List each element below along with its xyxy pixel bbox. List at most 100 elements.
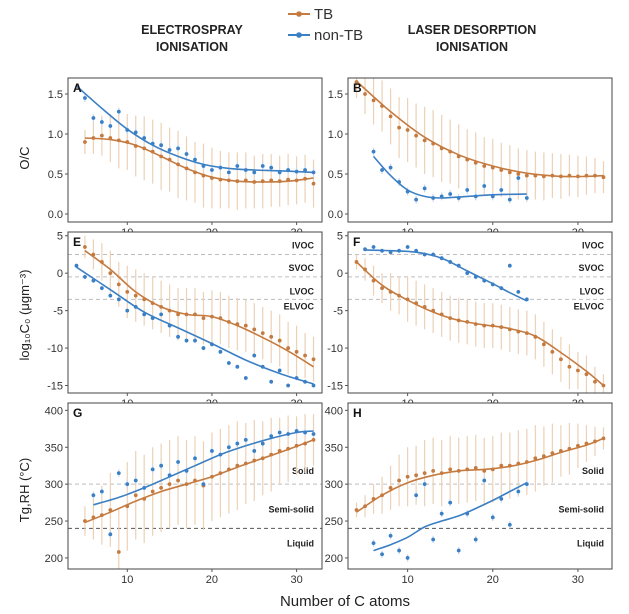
- data-point-tb: [363, 92, 367, 96]
- data-point-tb: [83, 519, 87, 523]
- data-point-nontb: [142, 485, 147, 490]
- data-point-nontb: [142, 136, 147, 140]
- data-point-tb: [260, 456, 265, 461]
- data-point-tb: [584, 173, 589, 178]
- data-point-nontb: [448, 500, 453, 505]
- data-point-nontb: [125, 482, 130, 487]
- data-point-tb: [184, 482, 189, 487]
- data-point-nontb: [303, 379, 307, 384]
- data-point-nontb: [91, 493, 96, 498]
- data-point-tb: [465, 319, 470, 324]
- series-tb-marks: [354, 80, 606, 180]
- data-point-nontb: [507, 197, 512, 202]
- data-point-nontb: [277, 368, 282, 373]
- data-point-tb: [218, 471, 223, 475]
- data-point-nontb: [448, 260, 453, 264]
- data-point-nontb: [524, 482, 529, 487]
- data-point-nontb: [303, 168, 307, 172]
- data-point-tb: [133, 144, 138, 148]
- data-point-tb: [167, 157, 172, 162]
- data-point-nontb: [303, 430, 307, 435]
- data-point-tb: [533, 456, 538, 461]
- data-point-tb: [354, 260, 359, 264]
- data-point-nontb: [286, 168, 291, 172]
- reference-label-lvoc: LVOC: [290, 286, 315, 296]
- data-point-tb: [405, 297, 410, 302]
- data-point-tb: [303, 441, 307, 446]
- series-tb-marks: [354, 436, 606, 513]
- data-point-tb: [294, 349, 299, 354]
- data-point-tb: [473, 322, 478, 327]
- y-label-row3: Tg,RH (°C): [17, 458, 32, 522]
- data-point-nontb: [108, 124, 113, 128]
- data-point-nontb: [294, 169, 299, 174]
- data-point-tb: [269, 334, 274, 339]
- data-point-nontb: [286, 383, 291, 388]
- x-tick-label: 30: [572, 574, 584, 586]
- data-point-tb: [311, 181, 316, 186]
- reference-label-elvoc: ELVOC: [284, 301, 315, 311]
- data-point-nontb: [311, 170, 316, 175]
- data-point-tb: [159, 485, 164, 490]
- data-point-tb: [439, 146, 444, 151]
- data-point-tb: [507, 463, 512, 468]
- data-point-tb: [354, 80, 359, 84]
- data-point-nontb: [482, 184, 487, 188]
- data-point-nontb: [414, 197, 419, 202]
- data-point-tb: [91, 136, 96, 140]
- data-point-tb: [550, 349, 555, 354]
- data-point-tb: [524, 331, 529, 335]
- data-point-tb: [601, 436, 606, 441]
- data-point-tb: [184, 312, 189, 317]
- data-point-nontb: [456, 263, 461, 268]
- data-point-tb: [397, 293, 401, 298]
- y-tick-label: 300: [45, 479, 63, 491]
- data-point-nontb: [226, 445, 231, 450]
- reference-label-lvoc: LVOC: [580, 286, 605, 296]
- y-tick-label: 1.5: [48, 89, 63, 101]
- data-point-tb: [465, 157, 470, 162]
- data-point-nontb: [397, 548, 401, 553]
- series-nontb-marks: [371, 149, 529, 202]
- data-point-tb: [294, 443, 299, 448]
- y-tick-label: 250: [45, 516, 63, 528]
- data-point-nontb: [159, 143, 164, 148]
- data-point-tb: [176, 162, 180, 167]
- panel-letter-G: G: [73, 406, 82, 420]
- data-point-tb: [269, 452, 274, 457]
- reference-label-solid: Solid: [292, 466, 314, 476]
- data-point-nontb: [405, 189, 410, 194]
- data-point-tb: [593, 173, 597, 178]
- data-point-tb: [439, 312, 444, 317]
- data-point-tb: [210, 474, 214, 479]
- data-point-nontb: [108, 532, 113, 537]
- data-point-tb: [133, 293, 138, 298]
- y-tick-label: 0.5: [328, 169, 343, 181]
- data-point-tb: [405, 128, 410, 132]
- data-point-tb: [108, 508, 113, 512]
- data-point-tb: [567, 446, 572, 451]
- data-point-tb: [116, 282, 121, 287]
- data-point-nontb: [490, 194, 495, 199]
- data-point-nontb: [150, 141, 155, 146]
- data-point-tb: [311, 437, 316, 442]
- data-point-tb: [380, 286, 384, 291]
- data-point-tb: [243, 323, 248, 328]
- data-point-nontb: [235, 364, 240, 369]
- fit-line-tb: [84, 137, 314, 183]
- data-point-tb: [218, 316, 223, 321]
- y-tick-label: 1.0: [48, 129, 63, 141]
- data-point-tb: [294, 178, 299, 183]
- data-point-nontb: [243, 376, 248, 380]
- data-point-nontb: [473, 275, 478, 279]
- data-point-tb: [184, 166, 189, 171]
- data-point-tb: [218, 177, 223, 182]
- y-tick-label: 300: [325, 479, 343, 491]
- data-point-tb: [91, 252, 96, 257]
- series-nontb-marks: [91, 429, 316, 537]
- data-point-tb: [116, 550, 121, 554]
- data-point-tb: [397, 478, 401, 483]
- data-point-nontb: [311, 432, 316, 436]
- data-point-nontb: [116, 109, 121, 114]
- data-point-tb: [456, 318, 461, 323]
